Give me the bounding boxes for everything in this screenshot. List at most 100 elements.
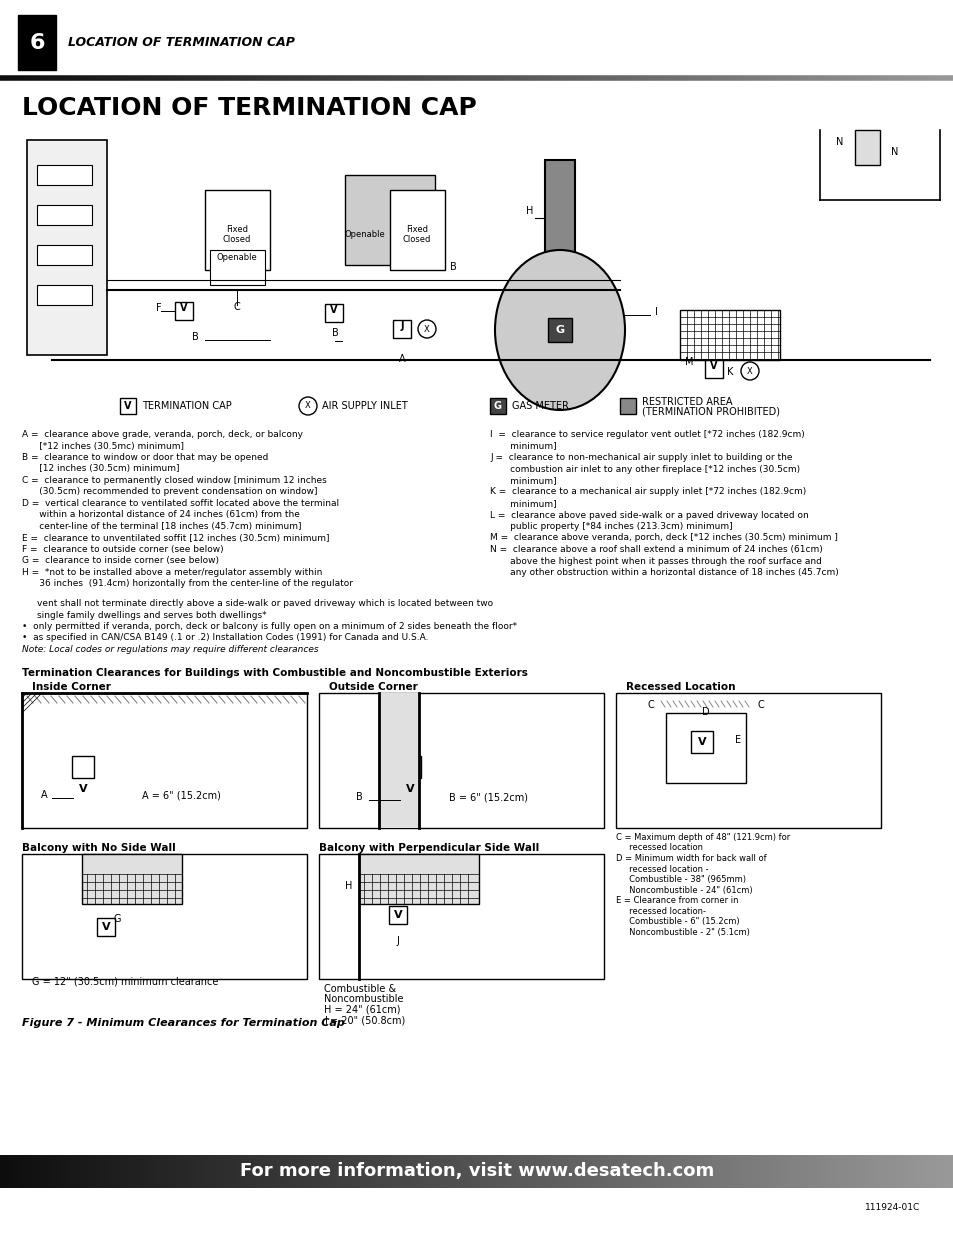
Bar — [545, 1155, 546, 1188]
Bar — [132, 1155, 133, 1188]
Bar — [405, 1155, 406, 1188]
Bar — [644, 1155, 645, 1188]
Bar — [424, 1155, 426, 1188]
Bar — [42, 1155, 43, 1188]
Text: A: A — [398, 354, 405, 364]
Bar — [814, 1155, 815, 1188]
Text: public property [*84 inches (213.3cm) minimum]: public property [*84 inches (213.3cm) mi… — [490, 522, 732, 531]
Bar — [323, 1155, 324, 1188]
Bar — [733, 1155, 734, 1188]
Bar — [563, 1155, 564, 1188]
Bar — [377, 1155, 378, 1188]
Bar — [565, 1155, 566, 1188]
Bar — [171, 1155, 172, 1188]
Bar — [327, 1155, 328, 1188]
Bar — [938, 1155, 939, 1188]
Bar — [624, 1155, 625, 1188]
Bar — [464, 1155, 465, 1188]
Bar — [432, 1155, 433, 1188]
Bar — [164, 1155, 165, 1188]
Text: V: V — [394, 910, 402, 920]
Bar — [205, 1155, 206, 1188]
Bar — [40, 1155, 41, 1188]
Bar — [218, 1155, 219, 1188]
Bar — [234, 1155, 235, 1188]
Bar — [426, 1155, 427, 1188]
Bar — [146, 1155, 147, 1188]
Bar — [520, 1155, 521, 1188]
Bar — [343, 1155, 344, 1188]
Bar — [139, 1155, 140, 1188]
Bar — [856, 1155, 857, 1188]
Bar — [276, 1155, 277, 1188]
Bar — [85, 1155, 86, 1188]
Bar — [849, 1155, 850, 1188]
Bar — [703, 1155, 704, 1188]
Bar — [288, 1155, 289, 1188]
Bar — [456, 1155, 457, 1188]
Bar — [86, 1155, 87, 1188]
Bar — [859, 1155, 861, 1188]
Bar — [501, 1155, 502, 1188]
Bar — [498, 1155, 499, 1188]
Bar — [14, 1155, 15, 1188]
Bar — [49, 1155, 50, 1188]
Bar — [260, 1155, 261, 1188]
Bar — [335, 1155, 336, 1188]
Bar — [449, 1155, 450, 1188]
Bar — [783, 1155, 784, 1188]
Bar — [815, 1155, 816, 1188]
Bar — [226, 1155, 227, 1188]
Bar — [744, 1155, 745, 1188]
Bar — [898, 1155, 899, 1188]
Bar — [434, 1155, 435, 1188]
Bar — [843, 1155, 844, 1188]
Bar — [552, 1155, 553, 1188]
Bar — [947, 1155, 948, 1188]
Bar — [399, 1155, 400, 1188]
Bar — [245, 1155, 246, 1188]
Bar — [398, 756, 420, 778]
Bar — [805, 1155, 806, 1188]
Bar — [477, 1155, 478, 1188]
Bar — [718, 1155, 719, 1188]
Bar — [81, 1155, 82, 1188]
Bar — [403, 1155, 405, 1188]
Bar — [186, 1155, 187, 1188]
Bar — [691, 1155, 692, 1188]
Bar — [921, 1155, 923, 1188]
Bar — [615, 1155, 616, 1188]
Bar — [656, 1155, 657, 1188]
Text: Fixed: Fixed — [226, 225, 248, 233]
Bar — [135, 1155, 136, 1188]
Bar — [325, 1155, 326, 1188]
Bar — [57, 1155, 58, 1188]
Bar — [308, 1155, 309, 1188]
Bar — [899, 1155, 900, 1188]
Bar — [284, 1155, 285, 1188]
Bar — [188, 1155, 189, 1188]
Bar — [97, 1155, 98, 1188]
Bar — [726, 1155, 727, 1188]
Bar — [159, 1155, 160, 1188]
Bar — [908, 1155, 909, 1188]
Text: I  =  clearance to service regulator vent outlet [*72 inches (182.9cm): I = clearance to service regulator vent … — [490, 430, 804, 438]
Bar — [714, 1155, 716, 1188]
Bar — [675, 1155, 676, 1188]
Bar — [863, 1155, 864, 1188]
Bar — [666, 1155, 667, 1188]
Bar — [854, 130, 879, 165]
Bar — [853, 1155, 854, 1188]
Bar — [286, 1155, 287, 1188]
Text: H =  *not to be installed above a meter/regulator assembly within: H = *not to be installed above a meter/r… — [22, 568, 322, 577]
Bar — [37, 285, 91, 305]
Bar — [607, 1155, 608, 1188]
Bar — [340, 1155, 341, 1188]
Bar — [936, 1155, 937, 1188]
Bar — [592, 1155, 593, 1188]
Bar — [113, 1155, 115, 1188]
Bar — [398, 1155, 399, 1188]
Bar — [382, 1155, 384, 1188]
Bar — [422, 1155, 423, 1188]
Bar — [82, 1155, 83, 1188]
